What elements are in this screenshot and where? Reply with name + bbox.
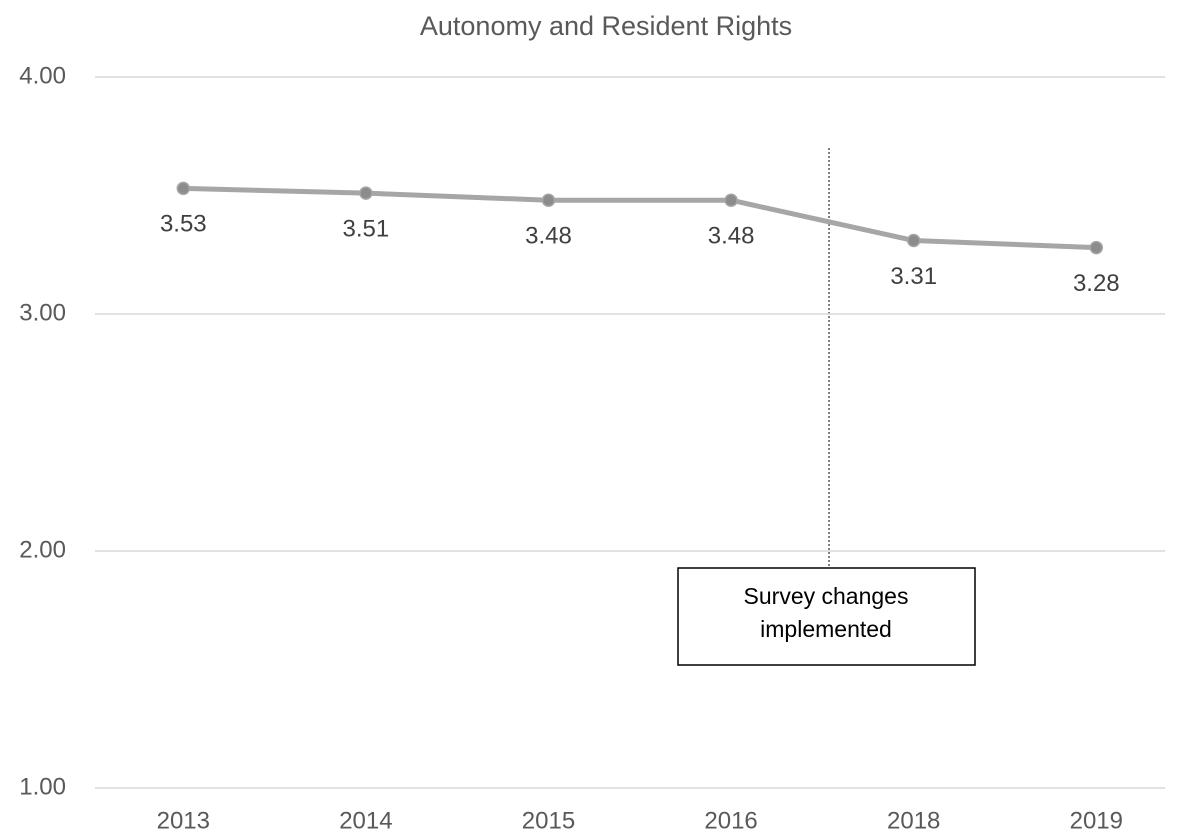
chart-title: Autonomy and Resident Rights: [420, 11, 792, 41]
annotation-text: implemented: [760, 616, 892, 642]
x-tick-label: 2019: [1070, 807, 1123, 834]
data-point: [724, 193, 738, 207]
annotation-text: Survey changes: [744, 583, 909, 609]
x-tick-label: 2014: [339, 807, 392, 834]
data-label: 3.48: [525, 223, 572, 250]
data-point: [541, 193, 556, 207]
series-line: [183, 185, 1097, 251]
data-label: 3.53: [160, 211, 207, 238]
data-point: [359, 186, 373, 200]
data-label: 3.28: [1073, 270, 1120, 297]
y-tick-label: 1.00: [19, 773, 66, 800]
data-label: 3.48: [708, 223, 755, 250]
y-tick-label: 4.00: [19, 62, 66, 89]
annotation-box: [677, 567, 976, 666]
data-label: 3.31: [890, 263, 937, 290]
data-point: [906, 233, 921, 248]
data-point: [1089, 240, 1104, 255]
x-tick-label: 2013: [157, 807, 210, 834]
x-tick-label: 2018: [887, 807, 940, 834]
data-point: [176, 181, 191, 196]
data-label: 3.51: [343, 215, 390, 242]
x-tick-label: 2016: [704, 807, 757, 834]
y-tick-label: 3.00: [19, 299, 66, 326]
y-tick-label: 2.00: [19, 536, 66, 563]
x-tick-label: 2015: [522, 807, 575, 834]
